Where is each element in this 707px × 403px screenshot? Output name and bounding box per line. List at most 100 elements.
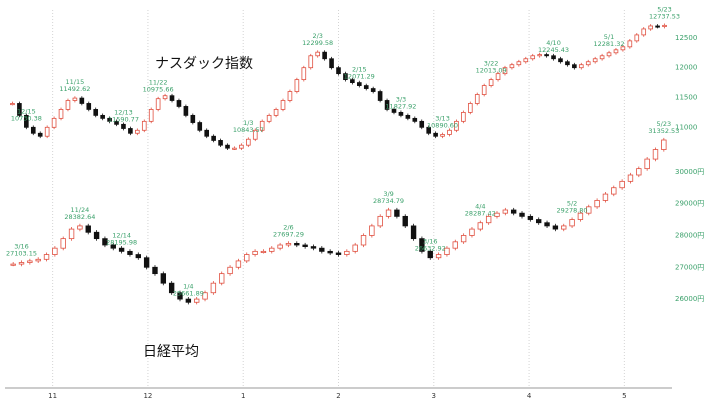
y-axis: 12500 12000 11500 11000 30000円 29000円 28000円 27… <box>675 34 704 303</box>
nikkei-candle <box>661 139 667 150</box>
nikkei-candle <box>168 282 175 294</box>
nikkei-candle <box>219 273 225 284</box>
nasdaq-candle <box>474 94 480 104</box>
nikkei-candle <box>43 254 50 260</box>
nikkei-candle <box>160 273 167 284</box>
nikkei-candle <box>277 244 283 249</box>
annotation-line: 2/15 <box>352 66 367 74</box>
nasdaq-candle <box>44 126 50 137</box>
nikkei-candle <box>210 282 217 294</box>
nasdaq-candle <box>169 95 175 101</box>
nasdaq-candle <box>128 128 133 134</box>
nikkei-candle <box>569 219 575 227</box>
nikkei-candle <box>60 238 66 249</box>
nasdaq-candle <box>433 132 438 137</box>
nikkei-candle <box>152 266 158 275</box>
nasdaq-candle <box>481 85 487 95</box>
annotation-line: 28287.42 <box>465 210 496 218</box>
annotation-label: 5/23 31352.53 <box>648 120 679 135</box>
annotation-line: 28382.64 <box>64 213 95 221</box>
nasdaq-series <box>10 23 667 151</box>
nikkei-candle <box>552 225 559 230</box>
nasdaq-candle <box>162 95 168 100</box>
annotation-line: 5/23 <box>657 5 672 13</box>
annotation-line: 3/22 <box>484 60 499 68</box>
annotation-label: 5/1 12281.32 <box>594 33 625 48</box>
nikkei-candle <box>118 247 125 252</box>
nasdaq-candle <box>370 88 376 92</box>
nikkei-candle <box>127 250 133 255</box>
nasdaq-candle <box>454 120 459 131</box>
nikkei-candle <box>302 244 308 247</box>
x-axis: 11 12 1 2 3 4 5 <box>48 392 626 400</box>
nikkei-candle <box>260 250 267 253</box>
nikkei-candle <box>35 258 41 262</box>
annotation-label: 3/13 10890.60 <box>427 114 458 129</box>
nikkei-candle <box>185 298 192 303</box>
annotation-label: 4/4 28287.42 <box>465 203 496 218</box>
nasdaq-candle <box>620 46 626 51</box>
annotation-label: 3/9 28734.79 <box>373 190 404 205</box>
annotation-line: 26632.92 <box>415 245 446 253</box>
x-tick-label: 12 <box>143 392 152 400</box>
nikkei-candle <box>519 212 525 217</box>
nasdaq-candle <box>488 79 494 86</box>
nasdaq-candle <box>252 129 258 140</box>
nikkei-candle <box>252 250 258 255</box>
annotation-line: 12/14 <box>112 231 131 239</box>
annotation-label: 2/15 12071.29 <box>344 66 375 81</box>
nikkei-candle <box>369 225 375 236</box>
nasdaq-candle <box>79 97 85 104</box>
nasdaq-candle <box>405 114 411 119</box>
annotation-line: 12737.53 <box>649 12 680 20</box>
annotation-label: 2/3 12299.58 <box>302 32 333 47</box>
nasdaq-candle <box>93 109 99 116</box>
nasdaq-candle <box>107 117 112 122</box>
annotation-line: 2/3 <box>312 32 322 40</box>
nasdaq-candle <box>509 64 515 69</box>
nikkei-candle <box>319 247 325 252</box>
nasdaq-candle <box>412 117 418 122</box>
annotation-label: 11/15 11492.62 <box>59 78 90 93</box>
nikkei-candle <box>269 247 275 252</box>
nikkei-candle <box>85 225 91 233</box>
annotation-line: 12281.32 <box>594 40 625 48</box>
nasdaq-candle <box>294 79 300 92</box>
annotation-label: 3/16 27103.15 <box>6 243 37 258</box>
nikkei-candle <box>627 174 634 182</box>
annotation-label: 2/6 27697.29 <box>273 223 304 238</box>
nasdaq-candle <box>239 144 244 149</box>
nikkei-candle <box>385 209 392 217</box>
nasdaq-candle <box>606 52 612 57</box>
nasdaq-candle <box>357 82 362 86</box>
annotation-line: 25661.89 <box>173 289 204 297</box>
nikkei-candle <box>636 168 642 176</box>
nasdaq-candle <box>183 106 189 116</box>
nasdaq-candle <box>266 114 272 122</box>
nikkei-candle <box>235 260 242 268</box>
nasdaq-candle <box>627 40 633 48</box>
annotation-line: 29278.80 <box>557 207 588 215</box>
annotation-line: 12/15 <box>17 107 36 115</box>
nikkei-candle <box>335 252 342 255</box>
annotation-line: 3/16 <box>14 243 29 251</box>
nasdaq-candle <box>419 120 425 128</box>
nasdaq-candle <box>51 117 57 128</box>
annotation-line: 10890.60 <box>427 121 458 129</box>
nikkei-candle <box>52 247 58 255</box>
nikkei-candle <box>135 254 141 259</box>
nasdaq-candle <box>565 61 570 66</box>
nasdaq-candle <box>377 91 383 101</box>
nasdaq-candle <box>467 103 473 113</box>
annotation-label: 3/16 26632.92 <box>415 238 446 253</box>
annotation-line: 11827.92 <box>385 102 416 110</box>
nasdaq-candle <box>343 73 348 81</box>
nasdaq-candle <box>30 126 36 134</box>
nasdaq-label: ナスダック指数 <box>155 56 253 72</box>
nikkei-candle <box>227 266 233 275</box>
annotation-label: 3/3 11827.92 <box>385 95 416 110</box>
nikkei-candle <box>18 262 25 265</box>
nasdaq-candle <box>502 67 508 75</box>
